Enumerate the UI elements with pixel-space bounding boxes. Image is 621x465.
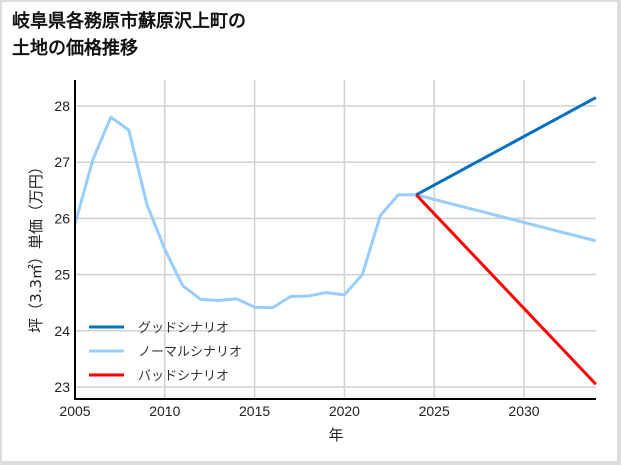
legend-label: ノーマルシナリオ	[138, 345, 242, 360]
legend-label: グッドシナリオ	[138, 321, 229, 336]
series-line	[416, 98, 596, 195]
series-line	[75, 117, 596, 308]
legend-label: バッドシナリオ	[138, 369, 229, 384]
y-axis-label: 坪（3.3㎡）単価（万円）	[27, 159, 45, 333]
y-tick-label: 23	[54, 379, 70, 395]
y-tick-label: 25	[54, 267, 70, 283]
y-tick-label: 26	[54, 210, 70, 226]
y-tick-label: 24	[54, 323, 70, 339]
y-tick-label: 28	[54, 98, 70, 114]
x-tick-label: 2020	[329, 403, 360, 419]
x-tick-label: 2025	[419, 403, 450, 419]
y-tick-label: 27	[54, 154, 70, 170]
data-series	[75, 98, 596, 385]
x-tick-label: 2010	[149, 403, 180, 419]
x-tick-label: 2015	[239, 403, 270, 419]
tick-labels: 2005 2010 2015 2020 2025 2030 23 24 25 26 27 28	[54, 98, 539, 419]
x-axis-label: 年	[328, 426, 343, 444]
x-tick-label: 2005	[59, 403, 90, 419]
x-tick-label: 2030	[508, 403, 539, 419]
chart-canvas: 2005 2010 2015 2020 2025 2030 23 24 25 26 27 28 年 坪…	[0, 0, 621, 465]
series-line	[416, 195, 596, 384]
